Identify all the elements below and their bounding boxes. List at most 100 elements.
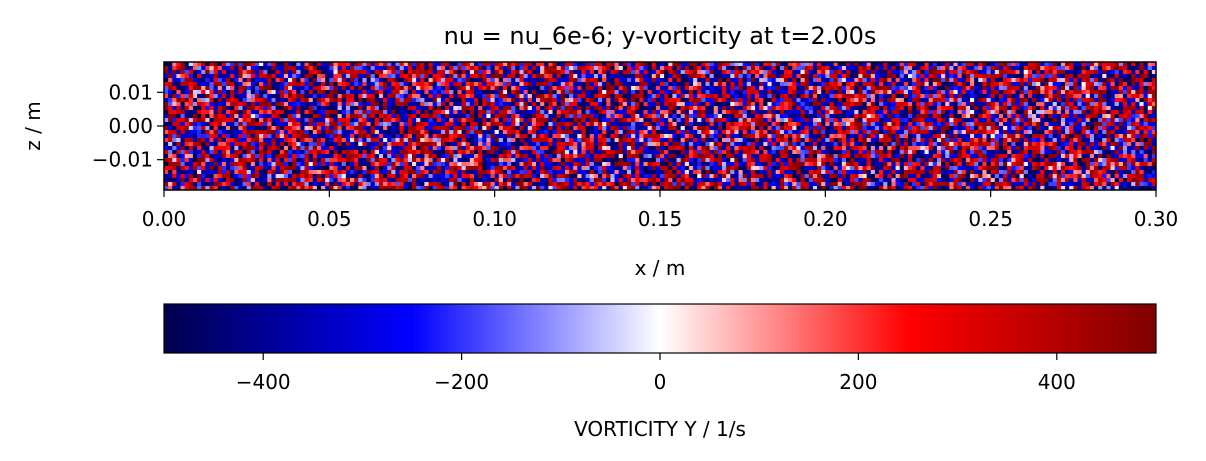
heatmap-cell: [213, 62, 219, 67]
heatmap-cell: [837, 138, 843, 143]
heatmap-cell: [531, 66, 537, 71]
heatmap-cell: [1131, 130, 1136, 135]
heatmap-cell: [399, 78, 405, 83]
heatmap-cell: [238, 62, 243, 67]
heatmap-cell: [507, 94, 512, 99]
heatmap-cell: [589, 90, 595, 95]
heatmap-cell: [796, 94, 801, 99]
heatmap-cell: [639, 98, 644, 103]
heatmap-cell: [333, 126, 338, 131]
heatmap-cell: [850, 130, 855, 135]
heatmap-cell: [230, 118, 235, 123]
heatmap-cell: [804, 106, 810, 111]
heatmap-cell: [771, 106, 777, 111]
heatmap-cell: [341, 106, 347, 111]
heatmap-cell: [784, 114, 789, 119]
heatmap-cell: [800, 118, 806, 123]
heatmap-cell: [577, 110, 582, 115]
heatmap-cell: [771, 118, 777, 123]
heatmap-cell: [383, 74, 388, 79]
heatmap-cell: [391, 74, 396, 79]
heatmap-cell: [626, 102, 632, 107]
heatmap-cell: [407, 62, 413, 67]
heatmap-cell: [552, 118, 558, 123]
heatmap-cell: [519, 110, 524, 115]
heatmap-cell: [639, 138, 644, 143]
heatmap-cell: [734, 142, 739, 147]
heatmap-cell: [552, 102, 558, 107]
heatmap-cell: [862, 106, 868, 111]
heatmap-cell: [1048, 110, 1054, 115]
heatmap-cell: [589, 66, 595, 71]
heatmap-cell: [1040, 118, 1045, 123]
heatmap-cell: [726, 74, 731, 79]
heatmap-cell: [515, 98, 520, 103]
heatmap-cell: [345, 62, 351, 67]
heatmap-cell: [288, 62, 293, 67]
heatmap-cell: [722, 98, 727, 103]
heatmap-cell: [1007, 82, 1012, 87]
heatmap-cell: [478, 94, 483, 99]
heatmap-cell: [515, 106, 520, 111]
heatmap-cell: [970, 78, 975, 83]
heatmap-cell: [254, 134, 260, 139]
heatmap-cell: [1106, 94, 1111, 99]
heatmap-cell: [391, 130, 396, 135]
heatmap-cell: [337, 66, 343, 71]
heatmap-cell: [354, 110, 359, 115]
heatmap-cell: [775, 62, 781, 67]
heatmap-cell: [345, 78, 351, 83]
heatmap-cell: [965, 66, 971, 71]
heatmap-cell: [432, 122, 438, 127]
heatmap-cell: [246, 62, 252, 67]
heatmap-cell: [1110, 70, 1116, 75]
heatmap-cell: [982, 70, 987, 75]
heatmap-cell: [788, 106, 793, 111]
heatmap-cell: [329, 94, 334, 99]
heatmap-cell: [655, 110, 661, 115]
heatmap-cell: [1027, 74, 1033, 79]
heatmap-cell: [965, 142, 971, 147]
heatmap-cell: [440, 126, 446, 131]
heatmap-cell: [899, 82, 905, 87]
heatmap-cell: [180, 94, 186, 99]
heatmap-cell: [267, 86, 272, 91]
heatmap-cell: [531, 82, 537, 87]
heatmap-cell: [602, 94, 607, 99]
heatmap-cell: [383, 86, 388, 91]
heatmap-cell: [316, 102, 322, 107]
heatmap-cell: [908, 66, 913, 71]
heatmap-cell: [1151, 110, 1157, 115]
heatmap-cell: [316, 86, 322, 91]
heatmap-cell: [238, 74, 243, 79]
heatmap-cell: [1114, 114, 1120, 119]
heatmap-cell: [1048, 90, 1054, 95]
heatmap-cell: [651, 90, 657, 95]
heatmap-cell: [742, 134, 748, 139]
heatmap-cell: [858, 130, 863, 135]
heatmap-cell: [523, 66, 529, 71]
heatmap-cell: [1069, 122, 1074, 127]
heatmap-cell: [482, 78, 487, 83]
heatmap-cell: [445, 70, 450, 75]
heatmap-cell: [449, 118, 454, 123]
heatmap-cell: [341, 138, 347, 143]
heatmap-cell: [482, 82, 487, 87]
heatmap-cell: [569, 70, 574, 75]
heatmap-cell: [304, 98, 310, 103]
heatmap-cell: [267, 126, 272, 131]
heatmap-cell: [345, 122, 351, 127]
heatmap-cell: [639, 86, 644, 91]
heatmap-cell: [387, 138, 392, 143]
heatmap-cell: [1003, 114, 1008, 119]
heatmap-cell: [854, 114, 859, 119]
heatmap-cell: [903, 62, 909, 67]
heatmap-cell: [354, 66, 359, 71]
heatmap-cell: [1135, 90, 1140, 95]
heatmap-cell: [693, 90, 698, 95]
heatmap-cell: [891, 138, 896, 143]
heatmap-cell: [1065, 106, 1070, 111]
heatmap-cell: [234, 138, 239, 143]
heatmap-cell: [515, 122, 520, 127]
heatmap-cell: [1135, 94, 1140, 99]
